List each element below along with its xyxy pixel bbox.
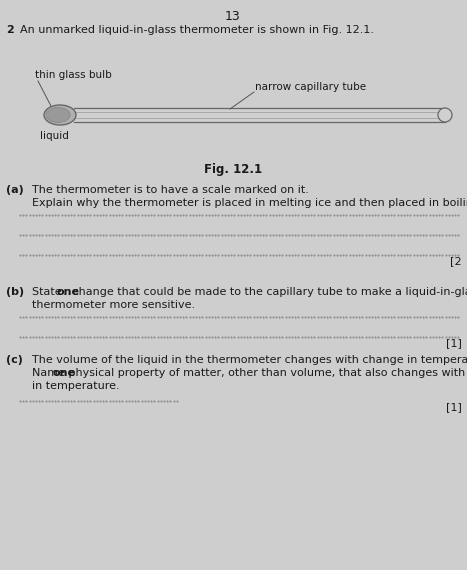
- Text: (b): (b): [6, 287, 24, 297]
- Bar: [74, 108, 445, 122]
- Text: The volume of the liquid in the thermometer changes with change in temperature.: The volume of the liquid in the thermome…: [32, 355, 467, 365]
- Text: Fig. 12.1: Fig. 12.1: [204, 163, 262, 176]
- Text: 13: 13: [225, 10, 241, 23]
- Text: thin glass bulb: thin glass bulb: [35, 70, 112, 80]
- Text: (c): (c): [6, 355, 23, 365]
- Text: [1]: [1]: [446, 338, 462, 348]
- Ellipse shape: [438, 108, 452, 122]
- Text: 2: 2: [6, 25, 14, 35]
- Ellipse shape: [46, 108, 70, 123]
- Text: An unmarked liquid-in-glass thermometer is shown in Fig. 12.1.: An unmarked liquid-in-glass thermometer …: [20, 25, 374, 35]
- Text: [2: [2: [450, 256, 462, 266]
- Text: physical property of matter, other than volume, that also changes with change: physical property of matter, other than …: [65, 368, 467, 378]
- Text: one: one: [57, 287, 80, 297]
- Text: The thermometer is to have a scale marked on it.: The thermometer is to have a scale marke…: [32, 185, 309, 195]
- Text: one: one: [53, 368, 76, 378]
- Text: thermometer more sensitive.: thermometer more sensitive.: [32, 300, 195, 310]
- Text: Explain why the thermometer is placed in melting ice and then placed in boiling : Explain why the thermometer is placed in…: [32, 198, 467, 208]
- Text: change that could be made to the capillary tube to make a liquid-in-glass: change that could be made to the capilla…: [70, 287, 467, 297]
- Text: Name: Name: [32, 368, 69, 378]
- Text: (a): (a): [6, 185, 24, 195]
- Text: in temperature.: in temperature.: [32, 381, 120, 391]
- Text: State: State: [32, 287, 65, 297]
- Text: liquid: liquid: [40, 131, 69, 141]
- Text: narrow capillary tube: narrow capillary tube: [255, 82, 366, 92]
- Text: [1]: [1]: [446, 402, 462, 412]
- Ellipse shape: [44, 105, 76, 125]
